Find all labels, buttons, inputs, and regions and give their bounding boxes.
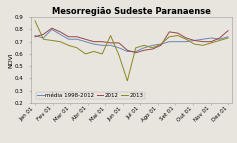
média 1998-2012 <box>109 44 112 46</box>
média 1998-2012 <box>218 38 221 40</box>
média 1998-2012 <box>59 33 62 35</box>
média 1998-2012 <box>42 37 45 39</box>
2013 <box>59 41 62 42</box>
média 1998-2012 <box>193 40 196 41</box>
média 1998-2012 <box>92 43 95 45</box>
2013 <box>84 53 87 55</box>
média 1998-2012 <box>76 38 78 40</box>
2012 <box>227 30 229 31</box>
2012 <box>176 32 179 34</box>
2012 <box>143 49 146 51</box>
média 1998-2012 <box>84 41 87 42</box>
2013 <box>176 35 179 36</box>
2013 <box>92 51 95 52</box>
2013 <box>201 44 204 46</box>
2013 <box>218 40 221 41</box>
2012 <box>118 42 120 44</box>
média 1998-2012 <box>176 41 179 42</box>
2013 <box>193 43 196 45</box>
2013 <box>227 37 229 39</box>
média 1998-2012 <box>126 51 129 52</box>
2012 <box>34 36 36 38</box>
Line: 2012: 2012 <box>35 28 228 53</box>
2013 <box>118 54 120 56</box>
média 1998-2012 <box>151 44 154 46</box>
2012 <box>50 27 53 29</box>
média 1998-2012 <box>227 36 229 38</box>
2012 <box>101 41 104 42</box>
2012 <box>168 31 171 33</box>
2013 <box>126 80 129 82</box>
média 1998-2012 <box>201 38 204 40</box>
2012 <box>185 37 187 39</box>
2013 <box>101 53 104 55</box>
2013 <box>151 47 154 49</box>
2013 <box>34 20 36 22</box>
2013 <box>50 40 53 41</box>
média 1998-2012 <box>50 29 53 30</box>
2012 <box>210 41 213 42</box>
média 1998-2012 <box>34 35 36 36</box>
2012 <box>109 42 112 44</box>
2013 <box>210 42 213 44</box>
2013 <box>76 47 78 49</box>
2012 <box>84 38 87 40</box>
média 1998-2012 <box>210 37 213 39</box>
2012 <box>201 41 204 42</box>
Line: 2013: 2013 <box>35 21 228 81</box>
2012 <box>151 48 154 50</box>
Title: Mesorregião Sudeste Paranaense: Mesorregião Sudeste Paranaense <box>52 7 211 16</box>
média 1998-2012 <box>185 41 187 42</box>
2012 <box>42 33 45 35</box>
média 1998-2012 <box>160 43 162 45</box>
2012 <box>134 52 137 54</box>
média 1998-2012 <box>67 38 70 40</box>
2012 <box>67 36 70 38</box>
2012 <box>160 44 162 46</box>
média 1998-2012 <box>118 47 120 49</box>
2012 <box>218 37 221 39</box>
Legend: média 1998-2012, 2012, 2013: média 1998-2012, 2012, 2013 <box>36 92 145 99</box>
2012 <box>126 49 129 51</box>
2013 <box>168 36 171 38</box>
2013 <box>109 35 112 36</box>
2013 <box>42 38 45 40</box>
2013 <box>185 38 187 40</box>
2013 <box>160 43 162 45</box>
2012 <box>59 31 62 33</box>
Y-axis label: NDVI: NDVI <box>9 52 14 68</box>
Line: média 1998-2012: média 1998-2012 <box>35 29 228 51</box>
2012 <box>92 41 95 42</box>
2013 <box>134 47 137 49</box>
2012 <box>76 36 78 38</box>
2013 <box>143 44 146 46</box>
média 1998-2012 <box>143 47 146 49</box>
média 1998-2012 <box>134 51 137 52</box>
2012 <box>193 40 196 41</box>
média 1998-2012 <box>101 44 104 46</box>
média 1998-2012 <box>168 41 171 42</box>
2013 <box>67 44 70 46</box>
